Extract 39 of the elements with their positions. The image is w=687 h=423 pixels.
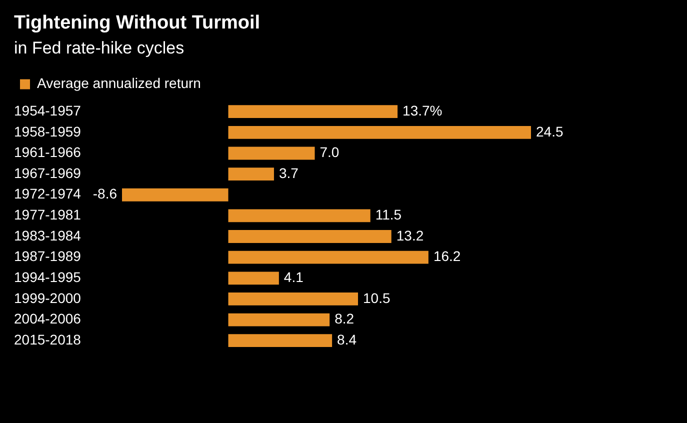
data-label: 11.5 bbox=[375, 206, 402, 223]
data-label: 7.0 bbox=[320, 144, 340, 160]
y-tick-label: 1954-1957 bbox=[14, 102, 82, 118]
bar bbox=[228, 250, 428, 264]
y-tick-label: 1977-1981 bbox=[14, 206, 82, 223]
y-tick-label: 1958-1959 bbox=[14, 123, 82, 140]
data-label: 8.4 bbox=[337, 331, 357, 348]
bar bbox=[228, 334, 332, 348]
y-tick-label: 1983-1984 bbox=[14, 227, 82, 244]
data-label: 24.5 bbox=[536, 123, 564, 140]
y-tick-label: 2015-2018 bbox=[14, 331, 82, 348]
data-label: 8.2 bbox=[334, 310, 354, 327]
data-label: 3.7 bbox=[278, 164, 299, 181]
bar bbox=[228, 230, 392, 243]
chart-title: Tightening Without Turmoil bbox=[14, 12, 260, 34]
y-tick-label: 1972-1974 bbox=[14, 186, 82, 202]
legend-label: Average annualized return bbox=[37, 75, 201, 92]
bar bbox=[228, 105, 398, 118]
bar bbox=[228, 146, 315, 160]
bar bbox=[228, 272, 279, 285]
y-tick-label: 1961-1966 bbox=[14, 144, 82, 160]
bar bbox=[228, 313, 330, 326]
bar bbox=[228, 126, 531, 139]
data-label: 4.1 bbox=[284, 269, 304, 285]
y-tick-label: 1987-1989 bbox=[14, 248, 82, 264]
bar bbox=[122, 188, 228, 202]
y-tick-label: 1999-2000 bbox=[14, 290, 82, 306]
chart-subtitle: in Fed rate-hike cycles bbox=[14, 38, 184, 58]
data-label: 13.7% bbox=[402, 102, 442, 118]
bar bbox=[228, 168, 274, 181]
bar bbox=[228, 292, 358, 306]
y-tick-label: 2004-2006 bbox=[14, 310, 82, 327]
data-label: 16.2 bbox=[433, 248, 461, 264]
data-label: 13.2 bbox=[396, 227, 424, 244]
y-tick-label: 1967-1969 bbox=[14, 164, 82, 181]
y-tick-label: 1994-1995 bbox=[14, 269, 82, 285]
bar bbox=[228, 209, 370, 222]
data-label: -8.6 bbox=[92, 186, 118, 202]
data-label: 10.5 bbox=[363, 290, 390, 306]
